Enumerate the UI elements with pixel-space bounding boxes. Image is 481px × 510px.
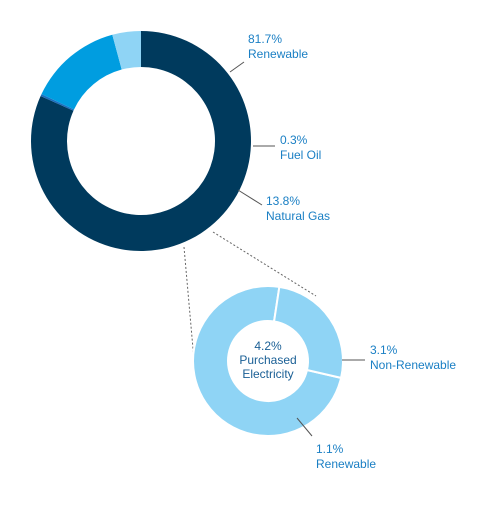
label-leader-lines bbox=[229, 61, 365, 437]
non-renewable-value-label: 3.1% bbox=[370, 343, 398, 357]
non-renewable-name-label: Non-Renewable bbox=[370, 358, 456, 372]
renewable-value-label: 81.7% bbox=[248, 32, 282, 46]
sub-renewable-value-label: 1.1% bbox=[316, 442, 344, 456]
purchased-electricity-value: 4.2% bbox=[254, 339, 282, 353]
sub-donut bbox=[192, 285, 344, 437]
fuel-oil-value-label: 0.3% bbox=[280, 133, 308, 147]
sub-renewable-name-label: Renewable bbox=[316, 457, 376, 471]
zoom-connector-lines bbox=[183, 231, 317, 361]
leader-sub-renewable bbox=[296, 417, 313, 437]
natural-gas-name-label: Natural Gas bbox=[266, 209, 330, 223]
main-donut bbox=[30, 31, 252, 251]
leader-natural-gas bbox=[237, 189, 263, 206]
main-slice-renewable-0 bbox=[30, 31, 252, 251]
purchased-electricity-label-1: Purchased bbox=[239, 353, 296, 367]
natural-gas-value-label: 13.8% bbox=[266, 194, 300, 208]
renewable-name-label: Renewable bbox=[248, 47, 308, 61]
main-slice-natural-gas-2 bbox=[41, 34, 122, 110]
connector-line-left bbox=[183, 246, 195, 361]
purchased-electricity-label-2: Electricity bbox=[242, 367, 293, 381]
sub-slice-renewable-1 bbox=[272, 285, 344, 380]
sub-slice-non-renewable-0 bbox=[192, 285, 343, 437]
fuel-oil-name-label: Fuel Oil bbox=[280, 148, 321, 162]
leader-renewable bbox=[229, 61, 245, 73]
main-slice-unlabeled-3 bbox=[112, 31, 141, 70]
main-slice-fuel-oil-1 bbox=[40, 94, 75, 111]
connector-line-right bbox=[212, 231, 317, 297]
